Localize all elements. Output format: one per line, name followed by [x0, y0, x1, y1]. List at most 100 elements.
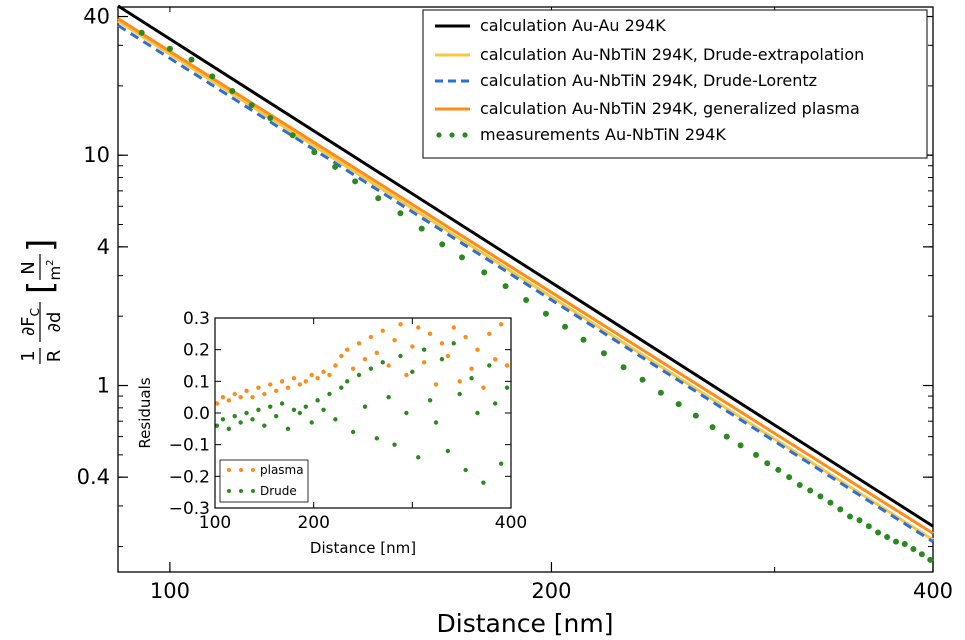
residual-point-plasma: [256, 385, 261, 390]
inset-legend-label-drude: Drude: [260, 484, 297, 498]
residual-point-plasma: [445, 353, 451, 359]
legend-entry-measurements: measurements Au-NbTiN 294K: [436, 125, 726, 144]
residual-point-plasma: [321, 369, 326, 375]
measurement-point: [439, 241, 446, 248]
inset-y-tick-label: −0.2: [169, 467, 210, 487]
legend-entry-drude-lorentz: calculation Au-NbTiN 294K, Drude-Lorentz: [435, 71, 817, 90]
series-line-calculation-au-nbtin-294k-drude-lorentz: [117, 24, 934, 543]
residual-point-drude: [504, 385, 510, 390]
residual-point-plasma: [404, 372, 409, 378]
residual-point-drude: [362, 404, 368, 409]
residual-point-plasma: [220, 394, 226, 400]
residual-point-plasma: [291, 375, 297, 381]
ylabel-unit-den: m2: [45, 260, 64, 281]
measurement-point: [884, 533, 891, 540]
measurement-point: [620, 364, 627, 371]
residual-point-drude: [427, 398, 433, 403]
ylabel-bracket-left: [: [21, 281, 61, 294]
measurement-point: [865, 523, 872, 530]
residual-point-drude: [457, 391, 462, 397]
ylabel-derivative-den: ∂d: [44, 312, 65, 333]
residual-point-plasma: [392, 337, 397, 343]
residual-point-plasma: [250, 394, 255, 400]
residual-point-drude: [268, 404, 273, 409]
residual-point-drude: [273, 413, 279, 419]
inset-residual-points: [214, 322, 510, 485]
inset-y-tick-label: −0.1: [169, 436, 210, 456]
ylabel-derivative-sub: C: [28, 308, 42, 316]
residual-point-plasma: [279, 379, 285, 384]
inset-legend-swatch-drude-1: [227, 489, 231, 493]
main-tick-labels: 0.4 1 4 10 40 100 200 400: [77, 5, 953, 603]
residual-point-drude: [297, 410, 303, 416]
residual-point-plasma: [421, 360, 427, 365]
residual-point-drude: [368, 366, 374, 371]
inset-legend: plasma Drude: [219, 459, 309, 503]
measurement-point: [893, 538, 900, 545]
inset-y-tick-label: −0.3: [169, 499, 210, 519]
measurement-point: [502, 283, 509, 290]
legend-swatch-measurements-1: [436, 132, 442, 138]
main-legend: calculation Au-Au 294K calculation Au-Nb…: [422, 9, 928, 159]
measurement-point: [332, 163, 339, 170]
measurement-point: [927, 556, 934, 563]
measurement-point: [138, 29, 145, 36]
measurement-point: [709, 424, 716, 431]
residual-point-drude: [333, 417, 338, 422]
residual-point-drude: [356, 372, 362, 378]
residual-point-plasma: [309, 372, 314, 378]
residual-point-drude: [398, 353, 403, 359]
measurement-point: [723, 433, 730, 440]
residual-point-plasma: [268, 382, 273, 387]
inset-plot-frame: [214, 317, 512, 509]
legend-label-au-au: calculation Au-Au 294K: [480, 16, 666, 35]
main-y-tick-label: 0.4: [77, 465, 110, 489]
residual-point-drude: [327, 391, 332, 397]
residual-point-plasma: [315, 375, 320, 381]
residual-point-drude: [220, 417, 226, 422]
inset-legend-entry-drude: Drude: [227, 484, 297, 498]
residual-point-plasma: [262, 391, 267, 397]
inset-x-tick-label: 100: [199, 513, 231, 533]
measurement-point: [837, 506, 844, 513]
residual-point-plasma: [433, 382, 439, 387]
measurement-point: [796, 481, 803, 488]
residual-point-drude: [232, 413, 237, 419]
measurement-point: [692, 412, 699, 419]
inset-legend-swatch-drude-3: [251, 489, 255, 493]
measurement-point: [580, 336, 587, 343]
residual-point-drude: [303, 404, 308, 409]
legend-label-measurements: measurements Au-NbTiN 294K: [480, 125, 726, 144]
residual-point-drude: [451, 341, 456, 346]
inset-y-axis-label: Residuals: [136, 377, 154, 448]
residual-point-plasma: [416, 325, 421, 330]
residual-point-plasma: [498, 322, 504, 327]
residual-point-plasma: [457, 379, 462, 384]
measurement-point: [311, 149, 318, 156]
measurement-point: [764, 460, 771, 467]
measurement-point: [248, 102, 255, 109]
residual-point-drude: [386, 394, 391, 400]
residual-point-plasma: [356, 341, 362, 346]
residual-point-drude: [244, 410, 249, 416]
main-plot-frame: [117, 6, 934, 573]
main-x-axis-label: Distance [nm]: [437, 609, 614, 638]
inset-x-axis-label: Distance [nm]: [310, 539, 416, 557]
main-y-tick-label: 4: [97, 235, 110, 259]
residual-point-drude: [475, 410, 480, 416]
measurement-point: [775, 466, 782, 473]
measurement-point: [166, 45, 173, 52]
measurement-point: [901, 541, 908, 548]
ylabel-derivative-num: ∂FC: [18, 308, 42, 336]
residual-point-drude: [469, 375, 474, 381]
residual-point-drude: [214, 423, 220, 428]
residual-point-plasma: [386, 363, 391, 368]
legend-label-drude-extrapolation: calculation Au-NbTiN 294K, Drude-extrapo…: [480, 45, 864, 64]
main-y-tick-label: 40: [83, 5, 110, 29]
residual-point-plasma: [487, 331, 492, 337]
legend-entry-au-au: calculation Au-Au 294K: [435, 16, 666, 35]
residual-point-plasma: [273, 388, 279, 394]
main-plot: 0.4 1 4 10 40 100 200 400 Distance [nm] 1 R ∂FC…: [18, 5, 953, 638]
inset-y-tick-label: 0.3: [183, 309, 210, 329]
inset-x-tick-label: 400: [495, 513, 527, 533]
